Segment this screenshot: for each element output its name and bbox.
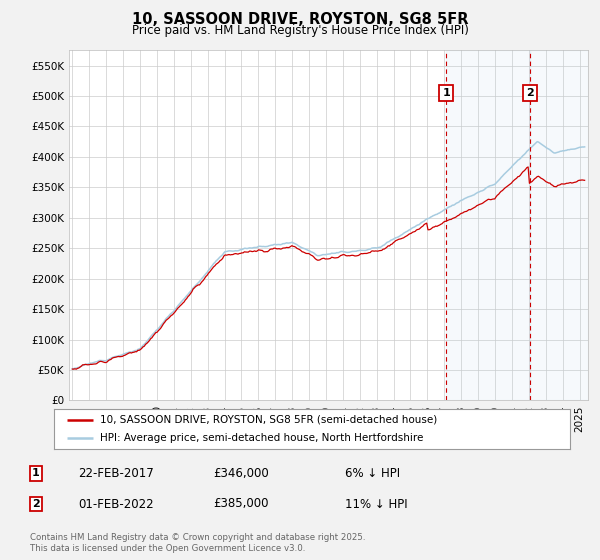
Bar	[530, 50, 588, 400]
Text: 01-FEB-2022: 01-FEB-2022	[78, 497, 154, 511]
Text: 2: 2	[32, 499, 40, 509]
Text: 22-FEB-2017: 22-FEB-2017	[78, 466, 154, 480]
Bar	[446, 50, 530, 400]
Text: 2: 2	[526, 88, 534, 98]
Text: 10, SASSOON DRIVE, ROYSTON, SG8 5FR (semi-detached house): 10, SASSOON DRIVE, ROYSTON, SG8 5FR (sem…	[100, 415, 437, 424]
Text: 11% ↓ HPI: 11% ↓ HPI	[345, 497, 407, 511]
Text: 1: 1	[32, 468, 40, 478]
Text: Price paid vs. HM Land Registry's House Price Index (HPI): Price paid vs. HM Land Registry's House …	[131, 24, 469, 37]
Text: 10, SASSOON DRIVE, ROYSTON, SG8 5FR: 10, SASSOON DRIVE, ROYSTON, SG8 5FR	[132, 12, 468, 27]
Text: 1: 1	[442, 88, 450, 98]
Text: 6% ↓ HPI: 6% ↓ HPI	[345, 466, 400, 480]
Text: £385,000: £385,000	[213, 497, 269, 511]
Text: £346,000: £346,000	[213, 466, 269, 480]
Text: HPI: Average price, semi-detached house, North Hertfordshire: HPI: Average price, semi-detached house,…	[100, 433, 424, 443]
Text: Contains HM Land Registry data © Crown copyright and database right 2025.
This d: Contains HM Land Registry data © Crown c…	[30, 533, 365, 553]
